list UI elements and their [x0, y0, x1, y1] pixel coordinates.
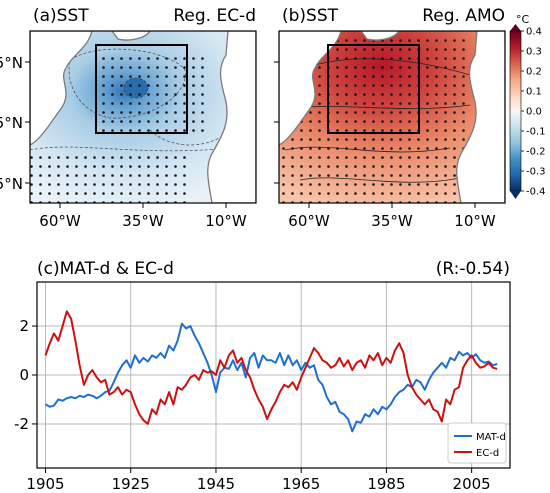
- map-b-title-right: Reg. AMO: [422, 6, 505, 26]
- map-a-title-right: Reg. EC-d: [173, 6, 256, 26]
- colorbar-bottom-arrow: [510, 191, 521, 199]
- map-b-land-americas: [279, 31, 342, 146]
- chart-frame: [36, 281, 511, 469]
- colorbar-gradient: [509, 30, 522, 192]
- map-a-xtick-label-60w: 60°W: [39, 212, 81, 230]
- map-b-xtick-label-10w: 10°W: [454, 212, 496, 230]
- map-a-ytick-label-35n: 35°N: [0, 114, 23, 132]
- map-a-stipple-south: [30, 150, 190, 203]
- map-panel-a: (a)SST Reg. EC-d 55°N 35°N 15°N 60°W 35°…: [0, 6, 257, 230]
- colorbar-tick-label: -0.1: [526, 127, 546, 138]
- colorbar-tick-label: -0.2: [526, 147, 546, 158]
- x-tick-label: 1945: [197, 475, 235, 493]
- colorbar: °C 0.4 0.3 0.2 0.1 0.0 -0.1 -0.2 -0.3 -0.4: [509, 13, 546, 199]
- map-panel-b: (b)SST Reg. AMO 60°W 35°W 10°W: [274, 6, 506, 230]
- line-chart-panel: (c)MAT-d & EC-d (R:-0.54) 1905 1925 1945 19…: [14, 259, 511, 493]
- legend-label-mat-d: MAT-d: [476, 432, 506, 443]
- colorbar-tick-label: 0.1: [526, 87, 542, 98]
- x-tick-label: 1965: [282, 475, 320, 493]
- map-a-xtick-label-10w: 10°W: [205, 212, 247, 230]
- x-tick-label: 1985: [367, 475, 405, 493]
- map-a-title-left: (a)SST: [33, 6, 89, 26]
- colorbar-tick-label: -0.4: [526, 187, 546, 198]
- map-b-xtick-label-60w: 60°W: [288, 212, 330, 230]
- series-line-mat-d: [45, 322, 498, 433]
- colorbar-tick-label: 0.0: [526, 107, 542, 118]
- map-a-box-region: [95, 44, 188, 134]
- map-b-title-left: (b)SST: [282, 6, 339, 26]
- chart-title: (c)MAT-d & EC-d: [37, 259, 174, 279]
- x-tick-label: 2005: [453, 475, 491, 493]
- colorbar-tick-label: 0.2: [526, 67, 542, 78]
- map-a-land-europe-africa: [207, 31, 256, 203]
- colorbar-tick-label: 0.4: [526, 27, 542, 38]
- map-a-ytick-label-15n: 15°N: [0, 175, 23, 193]
- y-tick-label: 0: [19, 366, 29, 384]
- colorbar-top-arrow: [510, 24, 521, 31]
- colorbar-tick-label: -0.3: [526, 167, 546, 178]
- legend-label-ec-d: EC-d: [476, 448, 499, 459]
- map-a-xtick-label-35w: 35°W: [122, 212, 164, 230]
- map-b-land-europe-africa: [456, 31, 505, 203]
- series-line-ec-d: [44, 310, 498, 425]
- chart-annotation: (R:-0.54): [436, 259, 510, 279]
- colorbar-unit-label: °C: [516, 13, 530, 26]
- map-a-ytick-label-55n: 55°N: [0, 54, 23, 72]
- x-tick-label: 1905: [26, 475, 64, 493]
- y-tick-label: -2: [14, 415, 29, 433]
- y-tick-label: 2: [19, 317, 29, 335]
- map-a-land-americas: [30, 31, 93, 146]
- map-a-contour: [30, 144, 256, 152]
- map-b-box-region: [327, 44, 420, 134]
- colorbar-tick-label: 0.3: [526, 47, 542, 58]
- map-a-stipple-north: [95, 55, 205, 135]
- x-tick-label: 1925: [112, 475, 150, 493]
- chart-legend: MAT-d EC-d: [447, 422, 507, 464]
- map-b-xtick-label-35w: 35°W: [371, 212, 413, 230]
